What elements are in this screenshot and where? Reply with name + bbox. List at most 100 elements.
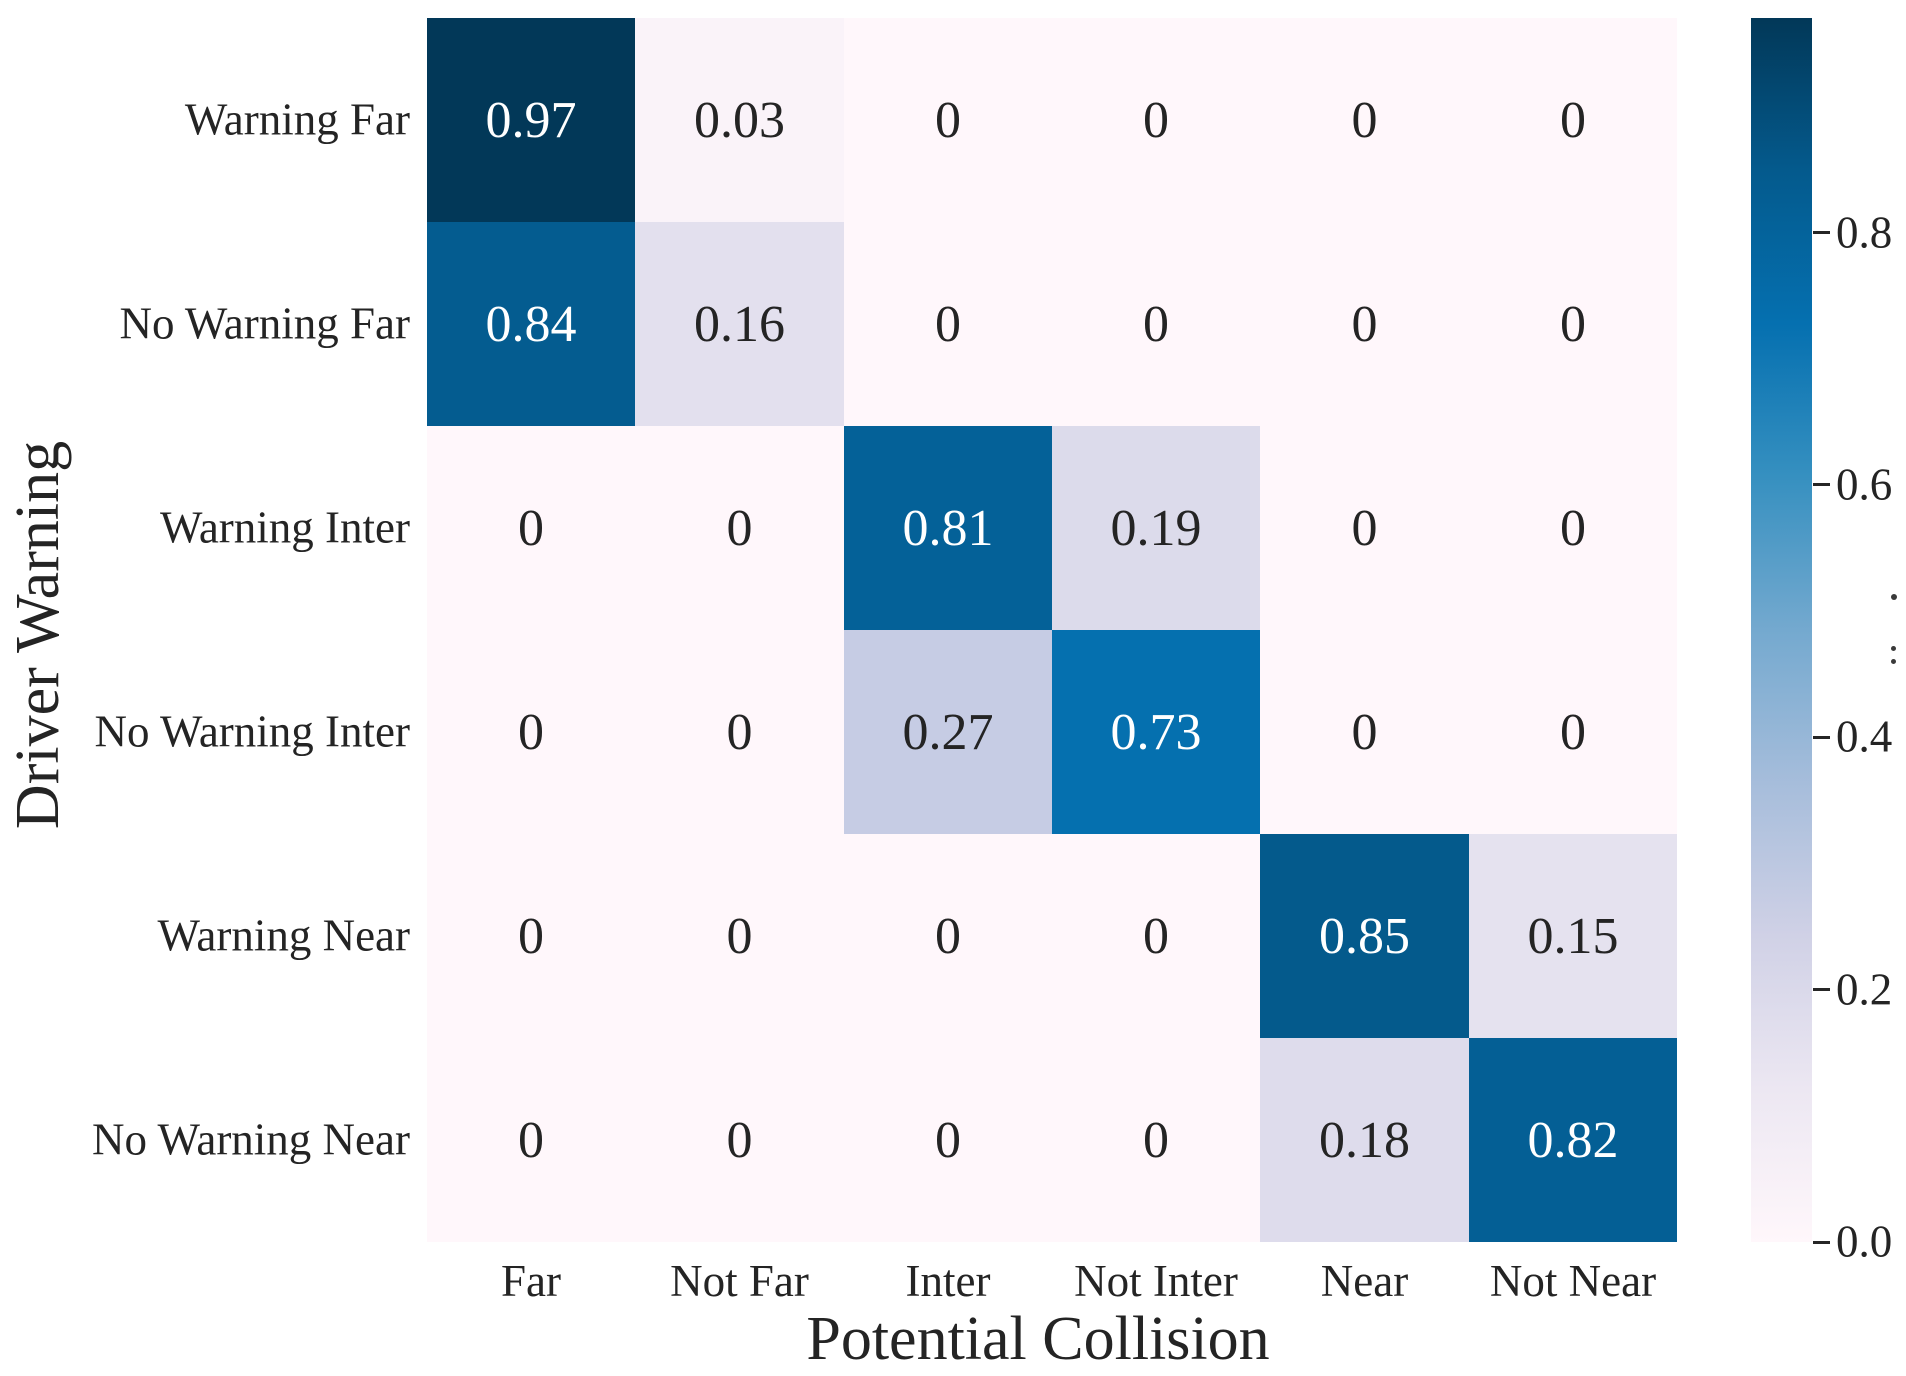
x-tick-label: Near [1320, 1256, 1409, 1306]
heatmap-cell-r5c2: 0 [844, 1038, 1052, 1242]
cell-value: 0 [726, 1111, 753, 1169]
y-tick-label: Warning Far [184, 94, 410, 145]
cell-value: 0 [1143, 295, 1169, 353]
heatmap-cell-r0c1: 0.03 [635, 18, 844, 222]
cell-value: 0 [518, 907, 544, 965]
heatmap-cell-r1c1: 0.16 [635, 222, 844, 426]
cell-value: 0 [1351, 703, 1378, 761]
heatmap-cell-r2c0: 0 [427, 426, 635, 630]
colorbar-tick [1813, 231, 1830, 234]
cell-value: 0 [1351, 499, 1378, 557]
cell-value: 0 [935, 907, 961, 965]
cell-value: 0 [726, 499, 753, 557]
heatmap-cell-r4c1: 0 [635, 834, 844, 1038]
cell-value: 0 [1143, 91, 1169, 149]
heatmap-cell-r4c3: 0 [1052, 834, 1260, 1038]
cell-value: 0.97 [485, 91, 577, 149]
cell-value: 0 [935, 295, 961, 353]
cell-value: 0.82 [1527, 1111, 1619, 1169]
cell-value: 0 [1560, 295, 1586, 353]
cell-value: 0 [935, 1111, 961, 1169]
heatmap-cell-r0c3: 0 [1052, 18, 1260, 222]
colorbar-tick-label: 0.6 [1836, 459, 1893, 510]
heatmap-cell-r2c5: 0 [1469, 426, 1677, 630]
cell-value: 0 [1560, 703, 1586, 761]
x-tick-label: Not Inter [1074, 1256, 1238, 1306]
heatmap-cell-r5c4: 0.18 [1260, 1038, 1469, 1242]
cell-value: 0.19 [1110, 499, 1202, 557]
y-tick-label: No Warning Inter [94, 706, 410, 757]
cell-value: 0.84 [485, 295, 577, 353]
y-tick-label: Warning Inter [159, 502, 410, 553]
colorbar-clipped-label-mark [1891, 594, 1897, 600]
cell-value: 0.18 [1319, 1111, 1410, 1169]
cell-value: 0 [1351, 91, 1378, 149]
x-tick-label: Not Near [1489, 1256, 1657, 1306]
x-axis-title: Potential Collision [806, 1305, 1270, 1373]
cell-value: 0 [518, 703, 544, 761]
x-tick-label: Far [501, 1256, 561, 1306]
heatmap-cell-r1c2: 0 [844, 222, 1052, 426]
heatmap-cell-r5c0: 0 [427, 1038, 635, 1242]
heatmap-cell-r4c5: 0.15 [1469, 834, 1677, 1038]
heatmap-cell-r0c5: 0 [1469, 18, 1677, 222]
heatmap-cell-r2c3: 0.19 [1052, 426, 1260, 630]
heatmap-cell-r4c4: 0.85 [1260, 834, 1469, 1038]
cell-value: 0 [518, 1111, 544, 1169]
cell-value: 0 [935, 91, 961, 149]
colorbar-clipped-label-mark [1891, 646, 1896, 651]
heatmap-cell-r0c2: 0 [844, 18, 1052, 222]
heatmap-cell-r5c5: 0.82 [1469, 1038, 1677, 1242]
x-tick-label: Not Far [670, 1256, 809, 1306]
cell-value: 0 [1143, 907, 1169, 965]
heatmap-cell-r2c4: 0 [1260, 426, 1469, 630]
colorbar-tick-label: 0.4 [1836, 711, 1893, 762]
heatmap-cell-r1c0: 0.84 [427, 222, 635, 426]
heatmap-cell-r3c1: 0 [635, 630, 844, 834]
colorbar [1751, 18, 1812, 1242]
cell-value: 0.81 [902, 499, 994, 557]
colorbar-tick-label: 0.0 [1836, 1216, 1893, 1267]
cell-value: 0 [726, 907, 753, 965]
heatmap-cell-r3c4: 0 [1260, 630, 1469, 834]
colorbar-tick [1813, 1241, 1830, 1244]
colorbar-tick [1813, 988, 1830, 991]
cell-value: 0 [518, 499, 544, 557]
heatmap-cell-r4c0: 0 [427, 834, 635, 1038]
heatmap-cell-r1c3: 0 [1052, 222, 1260, 426]
heatmap-cell-r5c3: 0 [1052, 1038, 1260, 1242]
cell-value: 0.85 [1319, 907, 1410, 965]
colorbar-tick-label: 0.2 [1836, 964, 1893, 1015]
cell-value: 0.15 [1527, 907, 1619, 965]
colorbar-tick [1813, 483, 1830, 486]
cell-value: 0.27 [902, 703, 994, 761]
heatmap-cell-r0c0: 0.97 [427, 18, 635, 222]
cell-value: 0 [1351, 295, 1378, 353]
heatmap-cell-r0c4: 0 [1260, 18, 1469, 222]
y-tick-label: No Warning Near [92, 1114, 410, 1165]
cell-value: 0 [1560, 91, 1586, 149]
heatmap-cell-r3c3: 0.73 [1052, 630, 1260, 834]
heatmap-cell-r5c1: 0 [635, 1038, 844, 1242]
cell-value: 0 [1560, 499, 1586, 557]
y-axis-title: Driver Warning [4, 440, 72, 830]
heatmap-cell-r1c4: 0 [1260, 222, 1469, 426]
y-tick-label: No Warning Far [119, 298, 410, 349]
colorbar-tick [1813, 736, 1830, 739]
colorbar-clipped-label-mark [1891, 659, 1896, 664]
heatmap-cell-r2c1: 0 [635, 426, 844, 630]
heatmap-cell-r1c5: 0 [1469, 222, 1677, 426]
cell-value: 0.16 [694, 295, 785, 353]
y-tick-label: Warning Near [157, 910, 410, 961]
x-tick-label: Inter [905, 1256, 991, 1306]
cell-value: 0 [1143, 1111, 1169, 1169]
heatmap-cell-r3c0: 0 [427, 630, 635, 834]
cell-value: 0 [726, 703, 753, 761]
heatmap-cell-r3c2: 0.27 [844, 630, 1052, 834]
heatmap-cell-r2c2: 0.81 [844, 426, 1052, 630]
heatmap-cell-r4c2: 0 [844, 834, 1052, 1038]
cell-value: 0.03 [694, 91, 785, 149]
colorbar-tick-label: 0.8 [1836, 207, 1893, 258]
heatmap-cell-r3c5: 0 [1469, 630, 1677, 834]
